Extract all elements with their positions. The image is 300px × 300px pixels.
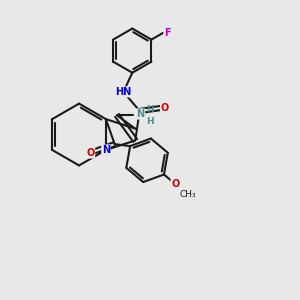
- Text: O: O: [171, 179, 179, 189]
- Text: O: O: [160, 103, 169, 113]
- Text: F: F: [164, 28, 171, 38]
- Text: H: H: [146, 105, 153, 114]
- Text: N: N: [102, 145, 110, 155]
- Text: HN: HN: [115, 87, 132, 97]
- Text: CH₃: CH₃: [179, 190, 196, 199]
- Text: O: O: [86, 148, 94, 158]
- Text: H: H: [146, 117, 153, 126]
- Text: N: N: [136, 109, 145, 119]
